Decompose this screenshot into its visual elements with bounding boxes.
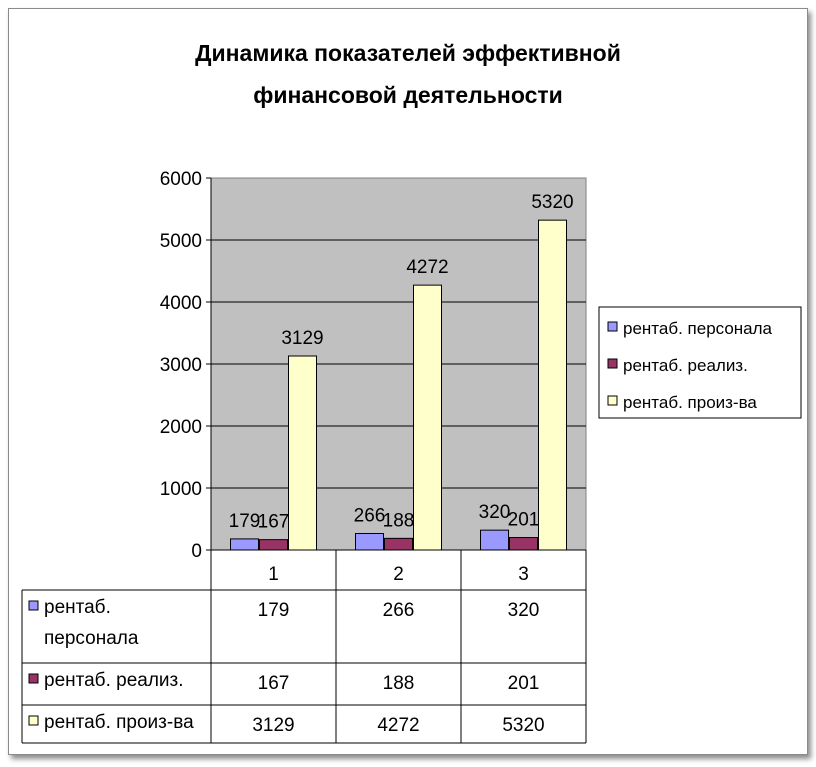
table-cell: 320	[508, 600, 540, 621]
data-label: 320	[479, 502, 511, 523]
data-label: 5320	[531, 192, 573, 213]
y-tick-label: 4000	[160, 293, 202, 314]
table-row-label: рентаб. произ-ва	[44, 712, 194, 733]
y-tick-label: 3000	[160, 355, 202, 376]
table-legend-key	[28, 600, 39, 611]
table-cell: 4272	[377, 715, 419, 736]
bar	[413, 284, 442, 551]
legend-key	[607, 395, 618, 406]
data-label: 266	[354, 506, 386, 527]
table-cell: 3129	[252, 715, 294, 736]
bar	[288, 355, 317, 551]
data-label: 179	[229, 511, 261, 532]
gridlines	[211, 239, 586, 489]
legend-label: рентаб. персонала	[623, 319, 773, 338]
data-table: 1 2 3 рентаб. персонала 179 266 320 рентаб. реал…	[21, 550, 587, 744]
data-label: 201	[508, 510, 540, 531]
y-tick-label: 0	[191, 541, 202, 562]
y-axis: 0 1000 2000 3000 4000 5000 6000	[160, 169, 212, 562]
legend-box	[598, 306, 802, 419]
table-cell: 5320	[502, 715, 544, 736]
table-legend-key	[28, 673, 39, 684]
table-cell: 201	[508, 673, 540, 694]
bar	[355, 533, 384, 551]
table-row-label: персонала	[44, 628, 139, 649]
data-label: 188	[383, 510, 415, 531]
bar	[538, 219, 567, 551]
table-row-label: рентаб. реализ.	[44, 670, 184, 691]
legend-label: рентаб. реализ.	[623, 356, 748, 375]
y-tick-label: 2000	[160, 417, 202, 438]
legend-key	[607, 358, 618, 369]
bar	[480, 529, 509, 551]
y-tick-label: 1000	[160, 479, 202, 500]
bar	[509, 537, 538, 551]
category-label: 3	[518, 564, 529, 585]
chart-title-line-1: Динамика показателей эффективной	[195, 40, 621, 66]
chart-title-line-2: финансовой деятельности	[253, 82, 563, 108]
category-label: 1	[268, 564, 279, 585]
table-cell: 179	[258, 600, 290, 621]
data-label: 167	[258, 512, 290, 533]
y-tick-label: 6000	[160, 169, 202, 190]
legend-label: рентаб. произ-ва	[623, 393, 757, 412]
data-label: 4272	[406, 257, 448, 278]
legend-key	[607, 321, 618, 332]
bar	[259, 539, 288, 551]
table-row-label: рентаб.	[44, 597, 111, 618]
bars	[211, 219, 586, 551]
table-legend-key	[28, 715, 39, 726]
legend: рентаб. персонала рентаб. реализ. рентаб. …	[598, 306, 802, 419]
bar	[384, 537, 413, 551]
table-cell: 167	[258, 673, 290, 694]
data-label: 3129	[281, 328, 323, 349]
y-tick-label: 5000	[160, 231, 202, 252]
table-cell: 188	[383, 673, 415, 694]
table-cell: 266	[383, 600, 415, 621]
bar	[230, 538, 259, 551]
category-label: 2	[393, 564, 404, 585]
